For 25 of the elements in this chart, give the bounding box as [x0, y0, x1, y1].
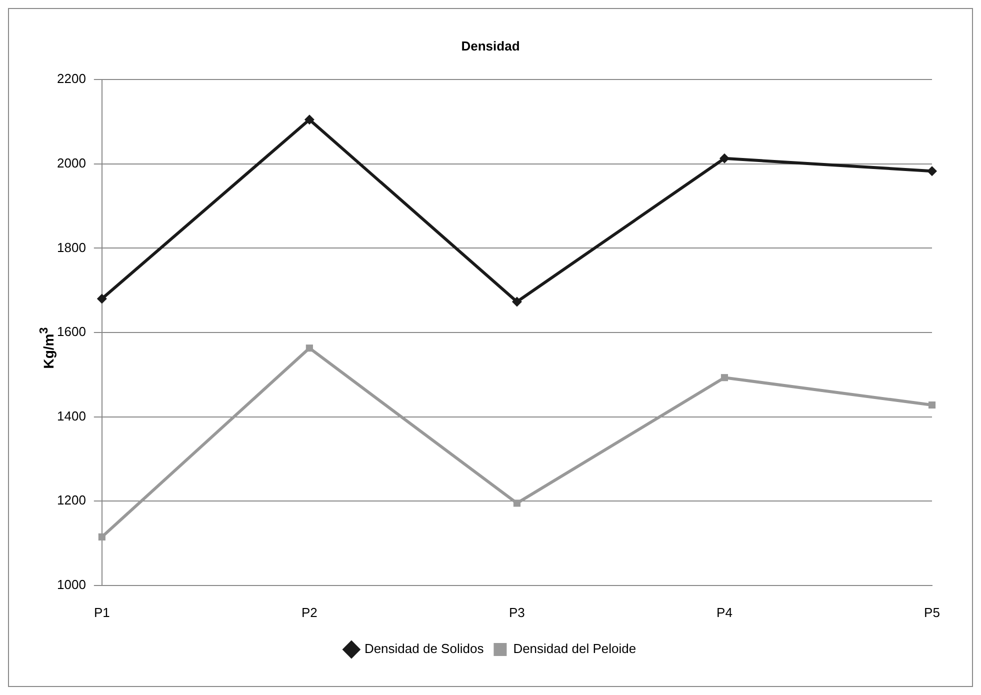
- legend-label: Densidad de Solidos: [364, 641, 484, 656]
- point: [96, 294, 107, 304]
- y-tick-label: 1200: [57, 492, 86, 508]
- y-tick-label: 2000: [57, 155, 86, 170]
- point: [98, 533, 106, 540]
- y-tick-label: 2200: [57, 71, 86, 86]
- point: [513, 500, 520, 507]
- x-tick-label: P3: [509, 604, 525, 620]
- x-tick-label: P2: [301, 604, 318, 620]
- point: [512, 296, 522, 307]
- point: [719, 153, 730, 164]
- point: [928, 401, 936, 409]
- y-tick-label: 1800: [57, 240, 86, 255]
- point: [927, 166, 937, 176]
- point: [304, 114, 314, 125]
- point: [306, 344, 313, 352]
- x-tick-label: P1: [94, 604, 110, 620]
- y-tick-label: 1000: [57, 576, 86, 592]
- y-tick-label: 1400: [57, 408, 86, 424]
- chart-title: Densidad: [461, 38, 520, 54]
- legend-label: Densidad del Peloide: [513, 641, 636, 656]
- y-tick-label: 1600: [57, 324, 86, 340]
- point: [720, 374, 728, 382]
- x-tick-label: P4: [716, 604, 732, 620]
- x-tick-label: P5: [924, 604, 940, 620]
